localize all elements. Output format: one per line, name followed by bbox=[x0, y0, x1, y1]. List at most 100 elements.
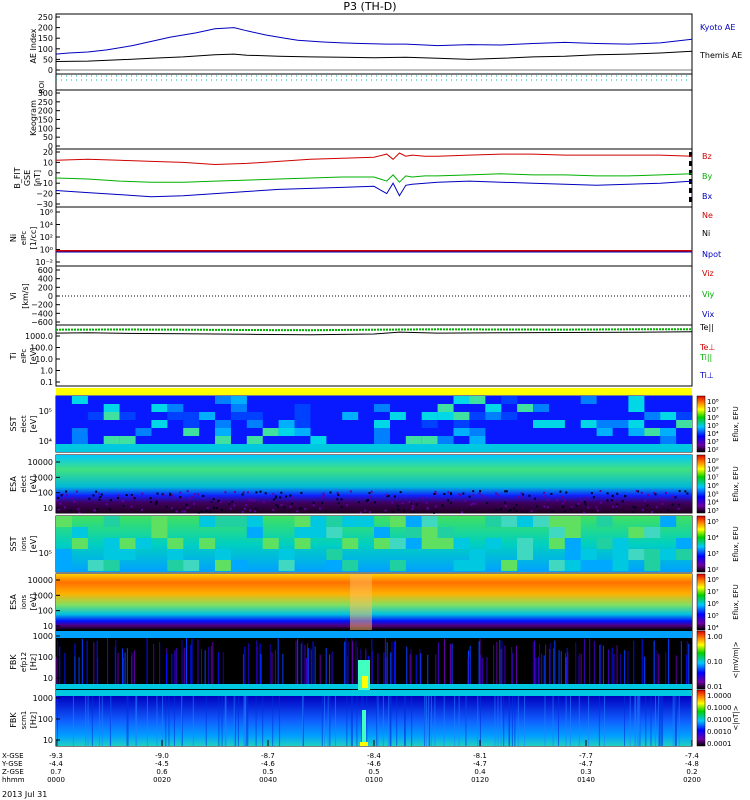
sst-i-cell bbox=[676, 549, 693, 560]
density-ticklabel-2: 10² bbox=[40, 233, 53, 242]
temperature-ticklabel-4: 0.1 bbox=[40, 378, 53, 387]
esa-e-noise-speck bbox=[108, 508, 111, 511]
esa-e-noise-speck bbox=[156, 492, 159, 495]
esa-i-spectrogram bbox=[56, 574, 692, 630]
sst-i-cell bbox=[453, 538, 470, 549]
sst-e-cell bbox=[294, 412, 311, 420]
sst-i-cell bbox=[56, 549, 72, 560]
sst-e-cell bbox=[71, 404, 88, 412]
esa-e-noise-speck bbox=[241, 510, 244, 513]
ae-ticklabel-0: 250 bbox=[38, 13, 53, 22]
sst-i-cell bbox=[389, 560, 406, 571]
sst-e-cell bbox=[421, 420, 438, 428]
esa-e-noise-speck bbox=[631, 511, 634, 514]
roi-panel: ROI bbox=[38, 75, 692, 93]
colorbar-ticklabel: 10⁵ bbox=[707, 490, 719, 498]
x-axis: X-GSEY-GSEZ-GSEhhmm-9.3-4.40.70000-9.0-4… bbox=[1, 740, 701, 784]
esa-e-noise-speck bbox=[99, 495, 102, 498]
colorbar-ticklabel: 10² bbox=[707, 446, 719, 454]
esa-e-noise-speck bbox=[283, 506, 286, 509]
sst-e-cell bbox=[533, 428, 549, 436]
esa-e-noise-speck bbox=[93, 509, 96, 512]
fbk-e-lines bbox=[55, 638, 690, 684]
temperature-panel: Ti eIPc [eV] 1000.0100.010.01.00.1 Te|| … bbox=[9, 323, 715, 387]
esa-e-noise-speck bbox=[65, 490, 68, 493]
colorbar-ticklabel: 10⁶ bbox=[707, 482, 719, 490]
esa-e-noise-speck bbox=[512, 507, 515, 510]
bfield-ticklabel-2: 0 bbox=[48, 169, 53, 178]
x-axis-x-2: -8.7 bbox=[261, 752, 275, 760]
sst-e-cell bbox=[612, 420, 629, 428]
esa-e-noise-speck bbox=[322, 496, 325, 499]
esa-e-noise-speck bbox=[401, 502, 404, 505]
sst-e-cell bbox=[374, 428, 390, 436]
sst-i-cell bbox=[405, 527, 422, 538]
legend-ti-par: Ti|| bbox=[699, 353, 712, 362]
colorbar-ticklabel: 0.0100 bbox=[707, 716, 732, 724]
esa-e-noise-speck bbox=[208, 510, 211, 513]
fbk-b-ticklabel-0: 1000 bbox=[33, 694, 53, 703]
x-axis-t-2: 0040 bbox=[259, 776, 277, 784]
fbk-b-spectrogram bbox=[56, 696, 692, 746]
esa-e-noise-speck bbox=[364, 509, 367, 512]
x-axis-row-label-1: Y-GSE bbox=[1, 760, 23, 768]
esa-e-noise-speck bbox=[63, 497, 66, 500]
sst-i-cell bbox=[548, 538, 565, 549]
panel-frame-6 bbox=[55, 324, 693, 387]
sst-e-cell bbox=[278, 420, 295, 428]
sst-i-cell bbox=[103, 516, 120, 527]
sst-e-ytick-0: 10⁵ bbox=[39, 407, 52, 416]
sst-i-cell bbox=[103, 560, 120, 571]
colorbar-ticklabel: 10² bbox=[707, 566, 719, 574]
fbk-b-burst bbox=[362, 710, 366, 746]
esa-e-noise-speck bbox=[667, 509, 670, 512]
esa-e-noise-speck bbox=[606, 499, 609, 502]
sst-i-cell bbox=[342, 538, 359, 549]
esa-e-noise-speck bbox=[131, 495, 134, 498]
esa-e-ticklabel-2: 100 bbox=[38, 489, 53, 498]
esa-e-noise-speck bbox=[615, 505, 618, 508]
keogram-ticklabel-0: 300 bbox=[38, 89, 53, 98]
fbk-b-ticks: 1000 100 10 bbox=[33, 694, 60, 745]
sst-e-cell bbox=[215, 436, 231, 444]
sst-e-cell bbox=[660, 436, 677, 444]
colorbar-label: Eflux, EFU bbox=[732, 526, 740, 561]
esa-e-noise-speck bbox=[391, 501, 394, 504]
esa-e-noise-speck bbox=[443, 493, 446, 496]
x-axis-z-2: 0.5 bbox=[262, 768, 273, 776]
sst-i-ylabel: SST bbox=[9, 536, 18, 551]
sst-e-cell bbox=[310, 436, 327, 444]
esa-e-noise-speck bbox=[56, 499, 59, 502]
sst-e-cell bbox=[644, 428, 661, 436]
sst-e-cell bbox=[421, 436, 438, 444]
sst-e-cell bbox=[437, 436, 454, 444]
sst-i-cell bbox=[421, 538, 438, 549]
sst-i-cell bbox=[644, 527, 661, 538]
esa-e-noise-speck bbox=[296, 510, 299, 513]
colorbar-label: <|mV/m|> bbox=[732, 641, 740, 678]
esa-e-noise-speck bbox=[191, 495, 194, 498]
esa-e-noise-speck bbox=[109, 499, 112, 502]
sst-i-cell bbox=[389, 516, 406, 527]
sst-e-cell bbox=[676, 412, 693, 420]
fbk-e-ylabel2: efp12 bbox=[20, 652, 28, 672]
by-line bbox=[55, 173, 693, 183]
bfield-ylabel3: [nT] bbox=[33, 170, 42, 186]
esa-e-noise-speck bbox=[130, 493, 133, 496]
sst-i-cell bbox=[564, 527, 581, 538]
ae-ticklabel-4: 50 bbox=[43, 55, 53, 64]
colorbar-nt bbox=[696, 689, 706, 747]
sst-e-cell bbox=[151, 420, 168, 428]
sst-e-cell bbox=[262, 404, 279, 412]
esa-e-noise-speck bbox=[233, 504, 236, 507]
esa-e-noise-speck bbox=[365, 500, 368, 503]
te-par-line bbox=[55, 331, 693, 336]
ti-par-line bbox=[55, 328, 693, 332]
colorbar-ticklabel: 10⁴ bbox=[707, 499, 719, 507]
esa-e-noise-speck bbox=[228, 503, 231, 506]
esa-e-noise-speck bbox=[478, 492, 481, 495]
esa-e-noise-speck bbox=[180, 497, 183, 500]
esa-e-noise-speck bbox=[280, 491, 283, 494]
esa-e-noise-speck bbox=[229, 507, 232, 510]
esa-e-noise-speck bbox=[397, 508, 400, 511]
